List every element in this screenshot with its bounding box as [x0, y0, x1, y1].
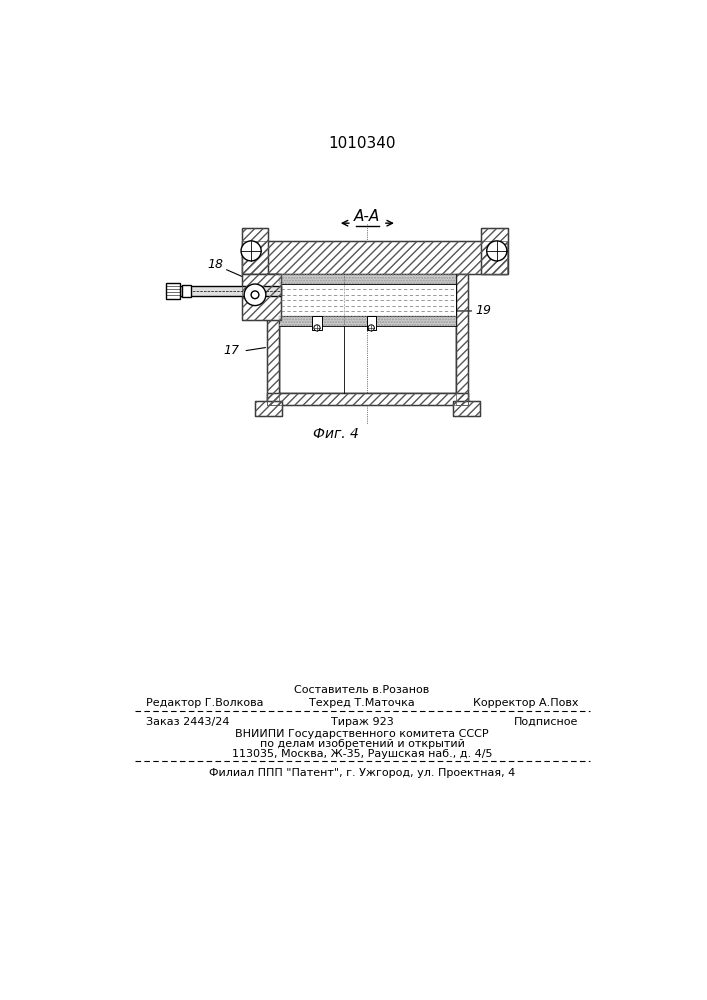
Text: по делам изобретений и открытий: по делам изобретений и открытий: [259, 739, 464, 749]
Bar: [267, 274, 279, 405]
Text: ВНИИПИ Государственного комитета СССР: ВНИИПИ Государственного комитета СССР: [235, 729, 489, 739]
Text: Тираж 923: Тираж 923: [331, 717, 393, 727]
Text: Фиг. 4: Фиг. 4: [313, 427, 359, 441]
Bar: [242, 274, 281, 320]
Bar: [267, 393, 468, 405]
Bar: [279, 316, 456, 326]
Text: Корректор А.Повх: Корректор А.Повх: [473, 698, 578, 708]
Text: Подписное: Подписное: [514, 717, 578, 727]
Text: 17: 17: [223, 344, 240, 358]
Circle shape: [314, 325, 320, 331]
Bar: [452, 401, 480, 416]
Text: А-А: А-А: [354, 209, 380, 224]
Bar: [242, 228, 268, 274]
Bar: [279, 274, 456, 393]
Text: Редактор Г.Волкова: Редактор Г.Волкова: [146, 698, 264, 708]
Bar: [267, 274, 279, 405]
Bar: [279, 284, 456, 316]
Circle shape: [486, 241, 507, 261]
Bar: [166, 283, 180, 299]
Text: Заказ 2443/24: Заказ 2443/24: [146, 717, 230, 727]
Bar: [312, 316, 322, 330]
Circle shape: [368, 325, 374, 331]
Bar: [255, 401, 282, 416]
Text: Филиал ППП "Патент", г. Ужгород, ул. Проектная, 4: Филиал ППП "Патент", г. Ужгород, ул. Про…: [209, 768, 515, 778]
Text: 18: 18: [207, 258, 223, 271]
Text: 19: 19: [476, 304, 492, 317]
Circle shape: [244, 284, 266, 306]
Circle shape: [251, 291, 259, 299]
Bar: [267, 393, 468, 405]
Bar: [367, 316, 376, 330]
Bar: [456, 274, 468, 405]
Bar: [242, 228, 268, 274]
Bar: [177, 286, 281, 296]
Bar: [481, 228, 508, 274]
Text: Техред Т.Маточка: Техред Т.Маточка: [309, 698, 415, 708]
Text: 113035, Москва, Ж-35, Раушская наб., д. 4/5: 113035, Москва, Ж-35, Раушская наб., д. …: [232, 749, 492, 759]
Text: Составитель в.Розанов: Составитель в.Розанов: [294, 685, 430, 695]
Bar: [255, 401, 282, 416]
Bar: [279, 274, 456, 284]
Bar: [182, 285, 192, 297]
Bar: [279, 316, 456, 326]
Text: 1010340: 1010340: [328, 136, 396, 151]
Circle shape: [241, 241, 261, 261]
Bar: [242, 241, 507, 274]
Bar: [279, 274, 456, 284]
Bar: [456, 274, 468, 405]
Bar: [242, 274, 281, 320]
Bar: [242, 241, 507, 274]
Bar: [481, 228, 508, 274]
Bar: [452, 401, 480, 416]
